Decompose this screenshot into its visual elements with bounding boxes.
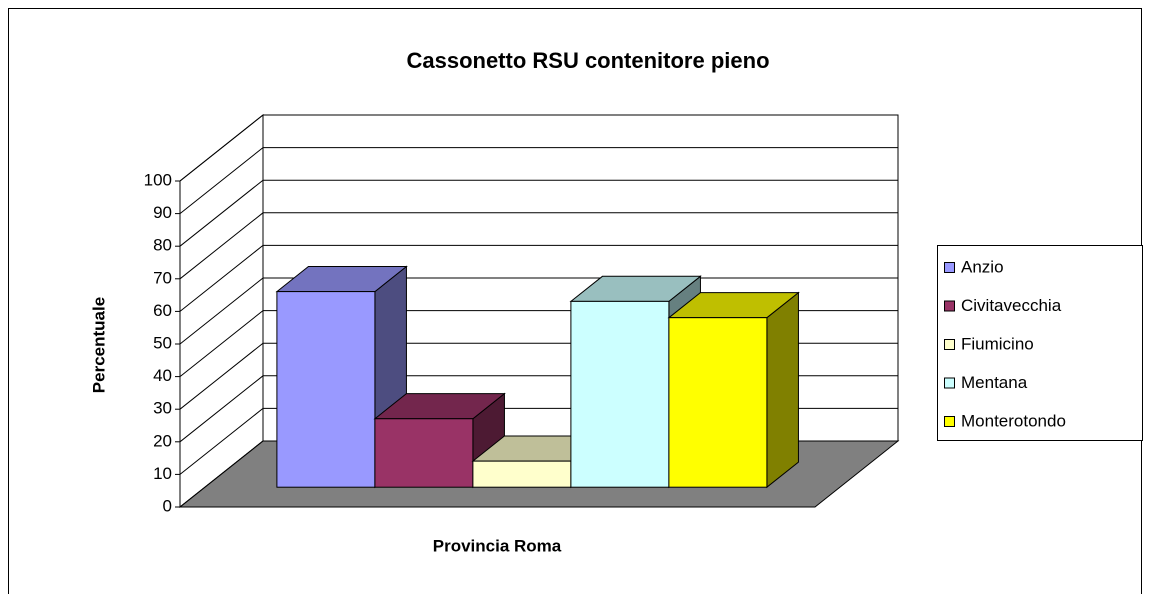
chart-title: Cassonetto RSU contenitore pieno: [406, 48, 769, 73]
y-tick-label: 80: [153, 236, 172, 255]
grid-line: [179, 179, 898, 247]
bar: [668, 317, 768, 488]
legend-label: Anzio: [961, 257, 1004, 276]
y-tick-label: 10: [153, 464, 172, 483]
legend-label: Monterotondo: [961, 411, 1066, 430]
grid-line: [179, 212, 898, 280]
y-tick-label: 90: [153, 203, 172, 222]
grid-line: [179, 147, 898, 214]
y-tick-label: 50: [153, 333, 172, 352]
grid-line: [179, 244, 898, 312]
y-tick-label: 70: [153, 268, 172, 287]
legend-swatch: [944, 300, 955, 312]
legend-label: Fiumicino: [961, 334, 1034, 353]
x-axis-title: Provincia Roma: [433, 536, 562, 555]
y-tick-label: 100: [144, 170, 172, 189]
legend-swatch: [944, 416, 955, 427]
bar: [570, 300, 670, 488]
grid-line: [179, 114, 898, 182]
legend-box: [937, 245, 1143, 441]
bar: [374, 418, 474, 488]
legend-label: Mentana: [961, 373, 1028, 392]
y-tick-label: 30: [153, 399, 172, 418]
y-axis-title: Percentuale: [89, 297, 108, 393]
legend-label: Civitavecchia: [961, 296, 1062, 315]
y-tick-label: 40: [153, 366, 172, 385]
bar: [276, 291, 376, 488]
legend-swatch: [944, 262, 955, 273]
y-tick-label: 20: [153, 431, 172, 450]
bar: [472, 460, 572, 488]
legend-swatch: [944, 339, 955, 350]
bar-side: [766, 291, 799, 489]
y-tick-label: 60: [153, 301, 172, 320]
y-tick-label: 0: [163, 496, 172, 515]
legend-swatch: [944, 377, 955, 389]
